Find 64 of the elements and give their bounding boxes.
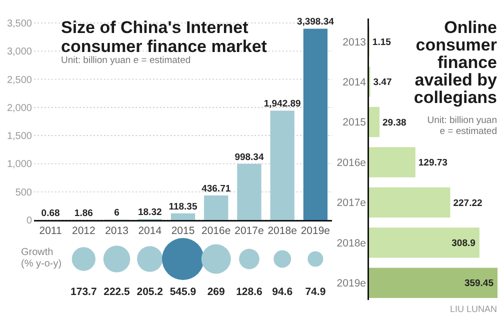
y-tick-label: 2,000 (6, 102, 32, 114)
data-label: 94.6 (272, 286, 293, 298)
x-tick-label: 2019e (300, 225, 330, 237)
data-label: 173.7 (70, 286, 97, 298)
data-label: 3,398.34 (296, 16, 335, 28)
annotation: LIU LUNAN (450, 304, 497, 314)
bar (369, 147, 416, 178)
y-tick-label: 500 (15, 187, 32, 198)
text: Unit: billion yuan e = estimated (61, 55, 191, 66)
y-tick-label: 2015 (342, 116, 366, 129)
y-tick-label: 3,500 (6, 18, 32, 30)
data-label: 118.35 (168, 201, 198, 212)
bar (170, 213, 196, 220)
y-tick-label: 1,500 (6, 131, 32, 142)
data-label: 227.22 (453, 198, 482, 209)
y-tick-label: 2016e (336, 156, 366, 169)
data-label: 436.71 (202, 183, 232, 194)
bar (369, 106, 380, 138)
data-label: 1.15 (372, 36, 392, 48)
x-tick-label: 2012 (72, 225, 96, 237)
data-label: 29.38 (382, 117, 406, 128)
data-label: 308.9 (452, 238, 476, 250)
x-tick-label: 2016e (202, 225, 231, 237)
data-label: 74.9 (305, 286, 326, 298)
data-label: 0.68 (41, 208, 60, 219)
bar (237, 164, 262, 220)
y-tick-label: 0 (26, 216, 32, 226)
text: Unit: billion yuan e = estimated (427, 115, 497, 137)
data-label: 1,942.89 (264, 98, 301, 110)
y-tick-label: 2017e (336, 197, 366, 210)
data-label: 6 (114, 208, 120, 219)
data-label: 205.2 (136, 286, 164, 298)
bar (369, 228, 480, 258)
y-tick-label: 3,000 (6, 46, 32, 58)
bar (270, 110, 294, 220)
x-tick-label: 2014 (138, 225, 162, 237)
bar (204, 195, 228, 220)
chart-title: Size of China's Internet consumer finance market (61, 18, 268, 56)
data-label: 222.5 (104, 286, 130, 298)
data-label: 128.6 (236, 286, 263, 298)
text: Growth (% y-o-y) (21, 247, 62, 270)
x-tick-label: 2017e (234, 225, 264, 237)
data-label: 545.9 (170, 286, 196, 298)
x-tick-label: 2013 (105, 225, 129, 237)
y-tick-label: 2014 (342, 76, 366, 88)
y-tick-label: 2013 (342, 36, 366, 48)
y-tick-label: 1,000 (6, 159, 32, 170)
data-label: 1.86 (74, 208, 93, 219)
data-label: 269 (207, 286, 226, 298)
bar (303, 28, 328, 220)
data-label: 129.73 (418, 158, 448, 169)
data-label: 18.32 (138, 206, 162, 218)
bar (369, 187, 450, 218)
bar (369, 268, 498, 298)
y-tick-label: 2018e (336, 237, 366, 250)
x-tick-label: 2011 (39, 225, 62, 237)
x-tick-label: 2015 (171, 225, 195, 237)
data-label: 998.34 (234, 152, 264, 163)
data-label: 359.45 (464, 278, 494, 290)
data-label: 3.47 (373, 77, 392, 88)
y-tick-label: 2,500 (6, 74, 32, 86)
x-tick-label: 2018e (268, 225, 298, 237)
y-tick-label: 2019e (336, 278, 366, 290)
text: Online consumer finance availed by collegians (414, 18, 498, 107)
